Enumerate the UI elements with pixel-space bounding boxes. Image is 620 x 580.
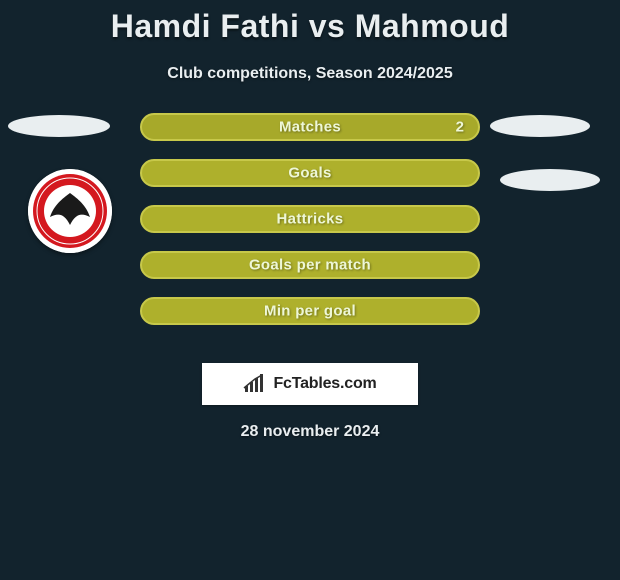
bar-label: Matches — [142, 119, 478, 136]
left-ellipse-1 — [8, 115, 110, 137]
bar-min-per-goal: Min per goal — [140, 297, 480, 325]
comparison-stage: Matches 2 Goals Hattricks Goals per matc… — [0, 103, 620, 363]
bar-chart-icon — [243, 374, 269, 394]
stat-bars: Matches 2 Goals Hattricks Goals per matc… — [140, 113, 480, 343]
bar-label: Goals per match — [142, 257, 478, 274]
logo-text: FcTables.com — [273, 375, 376, 393]
bar-value: 2 — [456, 119, 464, 136]
date-text: 28 november 2024 — [0, 423, 620, 441]
subtitle: Club competitions, Season 2024/2025 — [0, 65, 620, 83]
bar-hattricks: Hattricks — [140, 205, 480, 233]
club-badge-svg — [28, 169, 112, 253]
bar-goals: Goals — [140, 159, 480, 187]
site-logo: FcTables.com — [202, 363, 418, 405]
bar-goals-per-match: Goals per match — [140, 251, 480, 279]
page-title: Hamdi Fathi vs Mahmoud — [0, 8, 620, 45]
bar-label: Hattricks — [142, 211, 478, 228]
bar-label: Min per goal — [142, 303, 478, 320]
bar-matches: Matches 2 — [140, 113, 480, 141]
bar-label: Goals — [142, 165, 478, 182]
right-ellipse-1 — [490, 115, 590, 137]
right-ellipse-2 — [500, 169, 600, 191]
club-badge — [28, 169, 112, 253]
